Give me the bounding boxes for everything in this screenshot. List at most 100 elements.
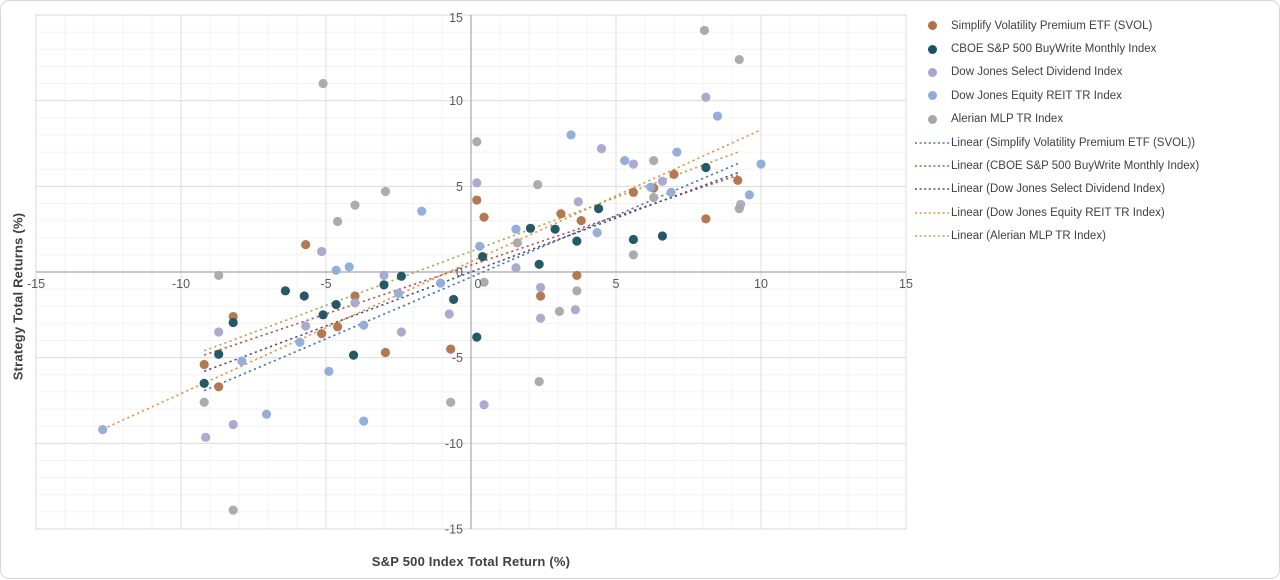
data-point-series-1[interactable] <box>525 223 536 233</box>
data-point-series-1[interactable] <box>299 291 309 301</box>
data-point-series-1[interactable] <box>550 224 560 234</box>
data-point-series-1[interactable] <box>701 162 711 173</box>
data-point-series-0[interactable] <box>317 329 327 339</box>
data-point-series-2[interactable] <box>379 270 389 281</box>
data-point-series-4[interactable] <box>199 397 209 407</box>
data-point-series-4[interactable] <box>572 286 582 296</box>
data-point-series-3[interactable] <box>620 156 630 166</box>
trendline-1[interactable] <box>203 174 739 356</box>
data-point-series-2[interactable] <box>228 419 238 430</box>
data-point-series-1[interactable] <box>478 251 488 262</box>
data-point-series-4[interactable] <box>350 200 360 210</box>
data-point-series-2[interactable] <box>657 176 668 186</box>
data-point-series-4[interactable] <box>534 377 544 387</box>
data-point-series-1[interactable] <box>594 204 604 214</box>
data-point-series-1[interactable] <box>280 286 290 296</box>
data-point-series-3[interactable] <box>511 224 521 234</box>
trendline-3[interactable] <box>102 129 762 430</box>
legend-item-6[interactable]: Linear (CBOE S&P 500 BuyWrite Monthly In… <box>913 154 1273 177</box>
data-point-series-4[interactable] <box>472 137 482 147</box>
data-point-series-3[interactable] <box>261 409 272 419</box>
data-point-series-4[interactable] <box>533 180 543 190</box>
data-point-series-0[interactable] <box>479 212 489 222</box>
data-point-series-2[interactable] <box>350 298 360 308</box>
data-point-series-4[interactable] <box>380 186 391 197</box>
data-point-series-2[interactable] <box>570 305 581 315</box>
data-point-series-4[interactable] <box>734 54 744 65</box>
data-point-series-0[interactable] <box>472 195 482 205</box>
data-point-series-0[interactable] <box>333 322 343 332</box>
legend-item-2[interactable]: Dow Jones Select Dividend Index <box>913 61 1273 84</box>
data-point-series-3[interactable] <box>324 366 334 376</box>
data-point-series-4[interactable] <box>479 277 489 287</box>
data-point-series-1[interactable] <box>199 378 209 388</box>
data-point-series-1[interactable] <box>628 234 639 245</box>
data-point-series-1[interactable] <box>214 349 224 359</box>
data-point-series-4[interactable] <box>214 270 224 281</box>
data-point-series-3[interactable] <box>592 227 602 238</box>
data-point-series-3[interactable] <box>475 241 485 251</box>
data-point-series-0[interactable] <box>380 347 391 358</box>
data-point-series-0[interactable] <box>572 270 582 281</box>
data-point-series-2[interactable] <box>214 327 224 337</box>
data-point-series-2[interactable] <box>396 327 406 337</box>
legend-item-1[interactable]: CBOE S&P 500 BuyWrite Monthly Index <box>913 37 1273 60</box>
data-point-series-0[interactable] <box>733 175 743 185</box>
data-point-series-3[interactable] <box>712 111 723 121</box>
data-point-series-0[interactable] <box>536 291 546 301</box>
data-point-series-0[interactable] <box>214 382 224 392</box>
legend-item-7[interactable]: Linear (Dow Jones Select Dividend Index) <box>913 178 1273 201</box>
data-point-series-1[interactable] <box>534 259 544 269</box>
data-point-series-0[interactable] <box>669 169 679 179</box>
legend-item-4[interactable]: Alerian MLP TR Index <box>913 108 1273 131</box>
data-point-series-2[interactable] <box>573 197 583 207</box>
data-point-series-3[interactable] <box>744 190 755 200</box>
data-point-series-2[interactable] <box>536 282 546 293</box>
data-point-series-3[interactable] <box>646 182 656 192</box>
data-point-series-0[interactable] <box>199 359 209 370</box>
data-point-series-3[interactable] <box>666 187 676 197</box>
data-point-series-1[interactable] <box>348 350 359 360</box>
data-point-series-0[interactable] <box>301 239 311 250</box>
data-point-series-3[interactable] <box>417 206 427 216</box>
data-point-series-1[interactable] <box>472 332 482 342</box>
data-point-series-1[interactable] <box>572 236 582 246</box>
data-point-series-3[interactable] <box>672 147 682 157</box>
data-point-series-3[interactable] <box>331 265 341 275</box>
data-point-series-2[interactable] <box>472 178 482 188</box>
data-point-series-3[interactable] <box>359 416 369 426</box>
data-point-series-3[interactable] <box>756 159 766 169</box>
data-point-series-3[interactable] <box>295 337 305 347</box>
legend-item-0[interactable]: Simplify Volatility Premium ETF (SVOL) <box>913 14 1273 37</box>
data-point-series-0[interactable] <box>350 291 360 301</box>
data-point-series-3[interactable] <box>435 278 446 288</box>
data-point-series-4[interactable] <box>318 78 328 89</box>
legend-item-8[interactable]: Linear (Dow Jones Equity REIT TR Index) <box>913 201 1273 224</box>
data-point-series-4[interactable] <box>649 192 659 203</box>
data-point-series-1[interactable] <box>318 310 328 320</box>
data-point-series-4[interactable] <box>228 505 238 515</box>
data-point-series-2[interactable] <box>511 263 521 273</box>
data-point-series-1[interactable] <box>331 299 341 310</box>
data-point-series-0[interactable] <box>556 209 566 219</box>
data-point-series-3[interactable] <box>566 130 576 140</box>
data-point-series-2[interactable] <box>628 159 639 169</box>
data-point-series-2[interactable] <box>201 432 211 442</box>
data-point-series-3[interactable] <box>98 425 108 435</box>
data-point-series-4[interactable] <box>446 397 456 407</box>
data-point-series-4[interactable] <box>333 216 343 227</box>
data-point-series-3[interactable] <box>237 356 247 366</box>
data-point-series-2[interactable] <box>317 246 327 257</box>
data-point-series-3[interactable] <box>344 262 354 272</box>
legend-item-3[interactable]: Dow Jones Equity REIT TR Index <box>913 84 1273 107</box>
data-point-series-0[interactable] <box>576 216 586 226</box>
data-point-series-0[interactable] <box>701 214 711 224</box>
trendline-2[interactable] <box>203 170 741 373</box>
data-point-series-4[interactable] <box>628 250 639 260</box>
data-point-series-0[interactable] <box>628 187 639 197</box>
data-point-series-1[interactable] <box>379 280 389 290</box>
data-point-series-2[interactable] <box>444 309 454 319</box>
data-point-series-2[interactable] <box>596 144 607 154</box>
data-point-series-2[interactable] <box>536 313 546 323</box>
